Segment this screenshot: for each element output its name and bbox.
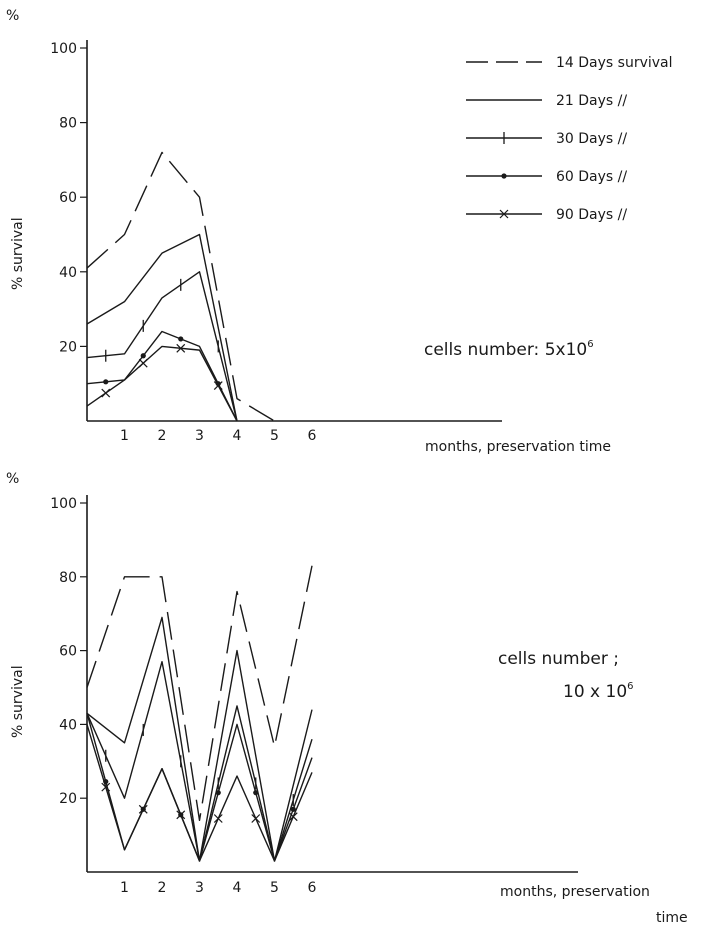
bottom-annotation-line1: cells number ; xyxy=(498,649,619,669)
bottom-series-5-marker-5-stroke-b xyxy=(251,814,261,823)
bottom-y-axis-label: % survival xyxy=(10,665,26,738)
top-legend-marker-4 xyxy=(501,173,507,179)
bottom-annotation-line2: 10 x 106 xyxy=(563,681,634,702)
top-legend-marker-5 xyxy=(499,209,509,219)
top-y-tick-label-60: 60 xyxy=(59,190,77,206)
bottom-y-tick-label-60: 60 xyxy=(59,644,77,660)
top-series-5-marker-3-stroke-b xyxy=(176,343,186,353)
bottom-annotation-exponent: 6 xyxy=(627,681,633,692)
bottom-series-4-marker-6 xyxy=(290,806,296,812)
bottom-chart: 100 80 60 40 20 1 2 3 4 5 6 xyxy=(50,495,578,896)
top-series-5-marker-1 xyxy=(101,388,111,398)
bottom-series-5-marker-1 xyxy=(101,782,111,792)
top-series-4-marker-3 xyxy=(178,336,184,342)
bottom-series-5-marker-2-stroke-b xyxy=(138,804,148,814)
bottom-series-4-marker-5 xyxy=(253,790,259,796)
bottom-series-5-marker-4 xyxy=(213,814,223,823)
bottom-series-5-marker-4-stroke-b xyxy=(213,814,223,823)
top-annotation-exponent: 6 xyxy=(587,339,593,350)
top-legend-label-4: 60 Days // xyxy=(556,169,627,185)
top-series-2-line xyxy=(86,233,238,422)
top-series-5-marker-4 xyxy=(213,381,223,390)
bottom-x-tick-label-6: 6 xyxy=(308,880,317,896)
top-series-5-marker-2 xyxy=(138,358,148,368)
bottom-x-tick-label-5: 5 xyxy=(270,880,279,896)
bottom-y-tick-label-80: 80 xyxy=(59,570,77,586)
top-series-4-marker-1 xyxy=(103,379,109,385)
top-series-4-marker-2 xyxy=(140,353,146,359)
top-y-unit: % xyxy=(6,8,19,24)
bottom-x-tick-label-3: 3 xyxy=(195,880,204,896)
top-legend-label-1: 14 Days survival xyxy=(556,55,673,71)
top-x-tick-label-1: 1 xyxy=(120,428,129,444)
bottom-series-5-marker-6 xyxy=(288,812,298,822)
top-y-tick-label-100: 100 xyxy=(50,41,77,57)
bottom-x-axis-label-line2: time xyxy=(656,910,688,926)
top-series-5-marker-4-stroke-b xyxy=(213,381,223,390)
top-series-5-marker-2-stroke-b xyxy=(138,358,148,368)
top-x-tick-label-5: 5 xyxy=(270,428,279,444)
top-series-3-line xyxy=(86,271,238,422)
top-series-4-line xyxy=(86,330,238,422)
top-x-tick-label-2: 2 xyxy=(158,428,167,444)
bottom-y-tick-label-40: 40 xyxy=(59,717,77,733)
bottom-series-2-line xyxy=(86,616,313,862)
top-legend-label-5: 90 Days // xyxy=(556,207,627,223)
bottom-x-tick-label-2: 2 xyxy=(158,880,167,896)
top-annotation: cells number: 5x106 xyxy=(424,339,594,360)
bottom-y-tick-label-20: 20 xyxy=(59,791,77,807)
bottom-series-4-marker-4 xyxy=(215,790,221,796)
top-x-tick-label-3: 3 xyxy=(195,428,204,444)
bottom-x-axis-label: months, preservation xyxy=(500,884,650,900)
top-series-1-line xyxy=(86,151,275,422)
top-y-tick-label-40: 40 xyxy=(59,265,77,281)
top-x-tick-label-6: 6 xyxy=(308,428,317,444)
top-series-5-marker-1-stroke-b xyxy=(101,388,111,398)
bottom-series-5-marker-3 xyxy=(176,810,186,820)
top-series-5-line xyxy=(86,345,238,422)
bottom-series-5-marker-3-stroke-b xyxy=(176,810,186,820)
top-legend-label-2: 21 Days // xyxy=(556,93,627,109)
top-x-tick-label-4: 4 xyxy=(233,428,242,444)
bottom-series-3-line xyxy=(86,660,313,862)
bottom-y-unit: % xyxy=(6,471,19,487)
top-x-axis-label: months, preservation time xyxy=(425,439,611,455)
bottom-series-5-marker-6-stroke-b xyxy=(288,812,298,822)
bottom-series-5-marker-5 xyxy=(251,814,261,823)
top-chart: 100 80 60 40 20 1 2 3 4 5 6 14 Days survival 21 Days… xyxy=(50,40,673,444)
bottom-x-tick-label-1: 1 xyxy=(120,880,129,896)
bottom-series-1-line xyxy=(86,565,313,822)
bottom-series-5-line xyxy=(86,724,313,862)
bottom-series-5-marker-1-stroke-b xyxy=(101,782,111,792)
top-legend-marker-5-stroke-b xyxy=(499,209,509,219)
bottom-y-tick-label-100: 100 xyxy=(50,496,77,512)
top-y-tick-label-20: 20 xyxy=(59,339,77,355)
top-legend-label-3: 30 Days // xyxy=(556,131,627,147)
bottom-x-tick-label-4: 4 xyxy=(233,880,242,896)
top-y-tick-label-80: 80 xyxy=(59,116,77,132)
bottom-series-5-marker-2 xyxy=(138,804,148,814)
top-y-axis-label: % survival xyxy=(10,217,26,290)
top-series-5-marker-3 xyxy=(176,343,186,353)
